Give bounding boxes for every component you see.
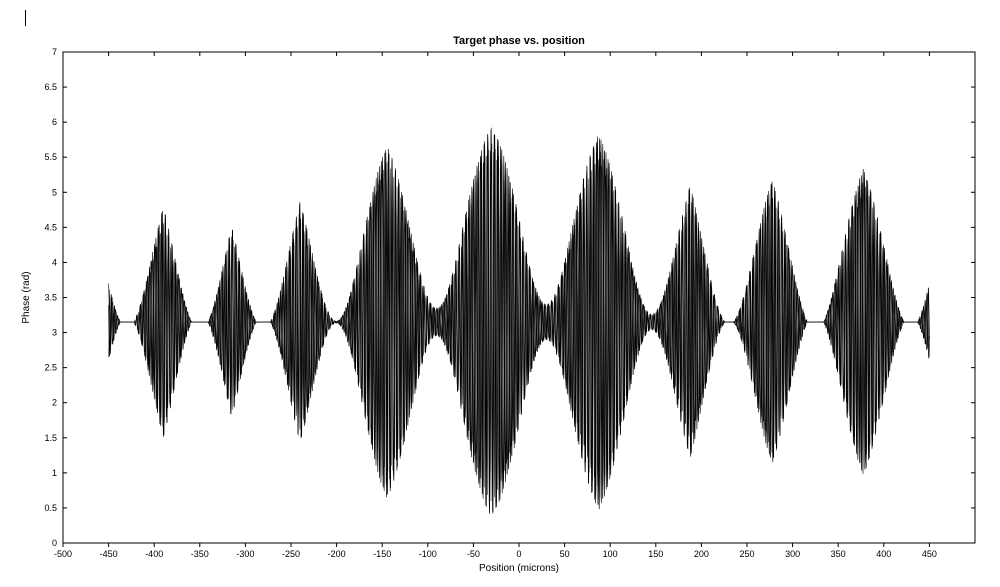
xtick-label: -200: [328, 549, 346, 559]
xtick-label: -350: [191, 549, 209, 559]
xtick-label: 350: [831, 549, 846, 559]
y-axis-label: Phase (rad): [21, 271, 32, 323]
xtick-label: -150: [373, 549, 391, 559]
ytick-label: 0: [52, 538, 57, 548]
xtick-label: 100: [603, 549, 618, 559]
ytick-label: 1.5: [44, 433, 57, 443]
xtick-label: -50: [467, 549, 480, 559]
xtick-label: 150: [648, 549, 663, 559]
ytick-label: 4: [52, 257, 57, 267]
xtick-label: 400: [876, 549, 891, 559]
xtick-label: -400: [145, 549, 163, 559]
xtick-label: -500: [54, 549, 72, 559]
ytick-label: 2: [52, 398, 57, 408]
xtick-label: 300: [785, 549, 800, 559]
xtick-label: 250: [739, 549, 754, 559]
ytick-label: 7: [52, 47, 57, 57]
xtick-label: -250: [282, 549, 300, 559]
ytick-label: 6: [52, 117, 57, 127]
xtick-label: 50: [560, 549, 570, 559]
chart-title: Target phase vs. position: [453, 35, 585, 47]
xtick-label: -450: [100, 549, 118, 559]
ytick-label: 6.5: [44, 82, 57, 92]
chart-container: -500-450-400-350-300-250-200-150-100-500…: [15, 30, 985, 575]
ytick-label: 2.5: [44, 363, 57, 373]
ytick-label: 1: [52, 468, 57, 478]
xtick-label: 200: [694, 549, 709, 559]
x-axis-label: Position (microns): [479, 563, 559, 574]
phase-vs-position-chart: -500-450-400-350-300-250-200-150-100-500…: [15, 30, 985, 575]
ytick-label: 3.5: [44, 293, 57, 303]
ytick-label: 3: [52, 328, 57, 338]
xtick-label: 0: [516, 549, 521, 559]
ytick-label: 0.5: [44, 503, 57, 513]
xtick-label: 450: [922, 549, 937, 559]
ytick-label: 5: [52, 187, 57, 197]
ytick-label: 5.5: [44, 152, 57, 162]
text-cursor: [25, 10, 26, 26]
ytick-label: 4.5: [44, 222, 57, 232]
xtick-label: -300: [236, 549, 254, 559]
xtick-label: -100: [419, 549, 437, 559]
